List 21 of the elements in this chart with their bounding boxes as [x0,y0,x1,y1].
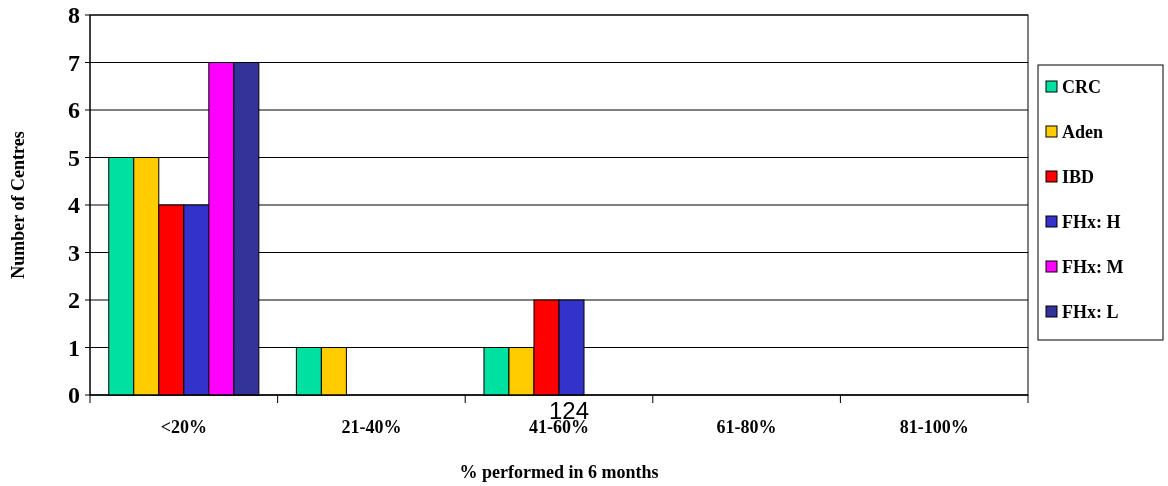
y-tick-label: 7 [68,49,80,76]
legend-label: FHx: H [1062,212,1121,233]
legend-label: IBD [1062,167,1095,188]
x-tick-label: 21-40% [341,417,402,437]
legend-label: CRC [1062,77,1101,98]
y-tick-label: 8 [68,2,80,29]
y-tick-label: 6 [68,97,80,124]
legend-label: Aden [1062,122,1104,143]
y-tick-label: 4 [68,192,80,219]
y-tick-label: 3 [68,239,80,266]
y-tick-label: 0 [68,382,80,409]
y-tick-label: 1 [68,334,80,361]
legend-label: FHx: M [1062,257,1124,278]
y-tick-label: 5 [68,144,80,171]
x-axis-title: % performed in 6 months [459,462,659,482]
legend-label: FHx: L [1062,302,1119,323]
x-tick-label: <20% [160,417,207,437]
x-tick-label: 81-100% [899,417,969,437]
y-tick-label: 2 [68,287,80,314]
y-axis-title: Number of Centres [8,131,28,279]
x-tick-label: 61-80% [716,417,777,437]
